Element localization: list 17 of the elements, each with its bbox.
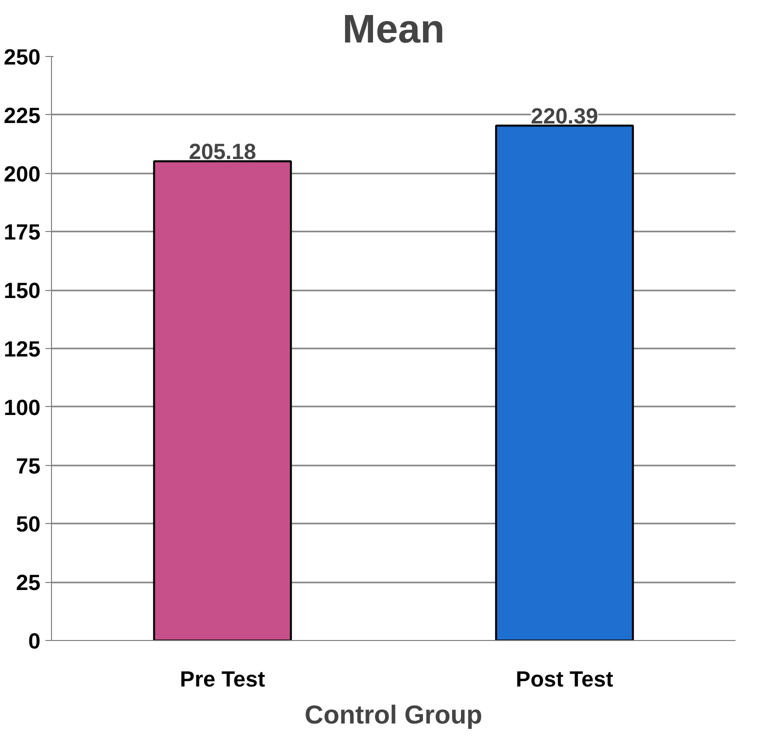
- y-tick-label: 75: [16, 453, 41, 478]
- y-tick-label: 0: [28, 628, 41, 654]
- y-tick-label: 150: [4, 278, 41, 304]
- y-tick-label: 200: [4, 161, 41, 186]
- data-label: 205.18: [188, 139, 256, 164]
- y-tick-label: 50: [16, 512, 41, 537]
- y-tick-label: 100: [4, 394, 41, 420]
- x-tick-label: Post Test: [516, 666, 614, 692]
- data-label: 220.39: [530, 104, 598, 129]
- y-tick-label: 250: [4, 44, 41, 70]
- y-tick-label: 175: [4, 220, 41, 245]
- chart-title: Mean: [342, 8, 445, 52]
- y-tick-label: 125: [4, 336, 41, 362]
- x-axis-title: Control Group: [304, 700, 482, 730]
- y-tick-label: 25: [16, 570, 41, 596]
- y-tick-label: 225: [4, 102, 41, 128]
- x-tick-label: Pre Test: [180, 666, 266, 692]
